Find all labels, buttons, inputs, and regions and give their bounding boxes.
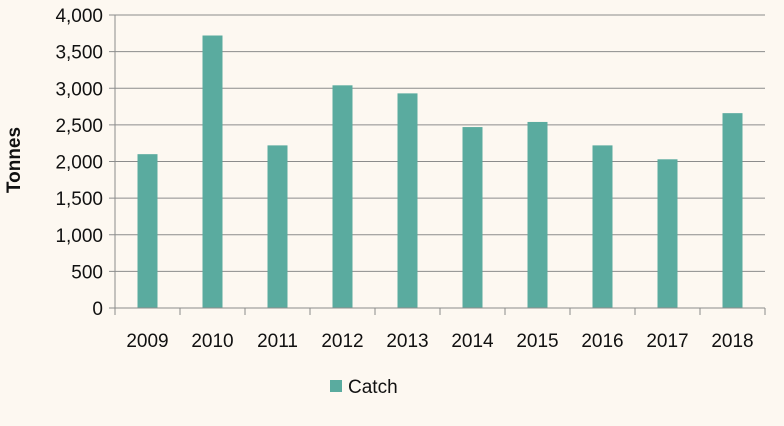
x-tick-label-2018: 2018 (711, 331, 753, 352)
y-tick-label: 4,000 (55, 6, 103, 27)
x-tick-label-2015: 2015 (516, 331, 558, 352)
y-tick-label: 500 (71, 262, 103, 283)
y-tick-label: 2,500 (55, 116, 103, 137)
y-axis-title: Tonnes (4, 127, 25, 193)
bar-2015 (527, 121, 548, 308)
x-tick-label-2013: 2013 (386, 331, 428, 352)
x-tick-label-2010: 2010 (191, 331, 233, 352)
bar-2011 (267, 145, 288, 308)
bars (137, 35, 743, 308)
x-tick-labels: 2009 2010 2011 2012 2013 2014 2015 2016 2017 2018 (126, 331, 753, 352)
x-tick-label-2014: 2014 (451, 331, 494, 352)
y-tick-label: 2,000 (55, 153, 103, 174)
x-tick-label-2017: 2017 (646, 331, 688, 352)
axes (114, 15, 766, 315)
bar-2018 (722, 113, 743, 308)
x-tick-label-2016: 2016 (581, 331, 623, 352)
y-tick-label: 0 (92, 299, 103, 320)
bar-2013 (397, 93, 418, 308)
bar-2014 (462, 127, 483, 308)
y-tick-label: 3,500 (55, 43, 103, 64)
bar-2016 (592, 145, 613, 308)
x-tick-label-2012: 2012 (321, 331, 363, 352)
bar-2012 (332, 85, 353, 308)
y-tick-label: 1,000 (55, 226, 103, 247)
x-tick-label-2011: 2011 (257, 331, 298, 352)
bar-2009 (137, 154, 158, 308)
legend-label-catch: Catch (348, 377, 398, 398)
x-tick-label-2009: 2009 (126, 331, 168, 352)
y-tick-label: 3,000 (55, 79, 103, 100)
legend-swatch-catch (330, 380, 342, 392)
bar-2010 (202, 35, 223, 308)
legend: Catch (330, 377, 398, 398)
y-tick-labels: 0 500 1,000 1,500 2,000 2,500 3,000 3,500 4,000 (55, 6, 103, 320)
y-tick-label: 1,500 (55, 189, 103, 210)
gridlines (109, 14, 765, 309)
bar-2017 (657, 159, 678, 308)
